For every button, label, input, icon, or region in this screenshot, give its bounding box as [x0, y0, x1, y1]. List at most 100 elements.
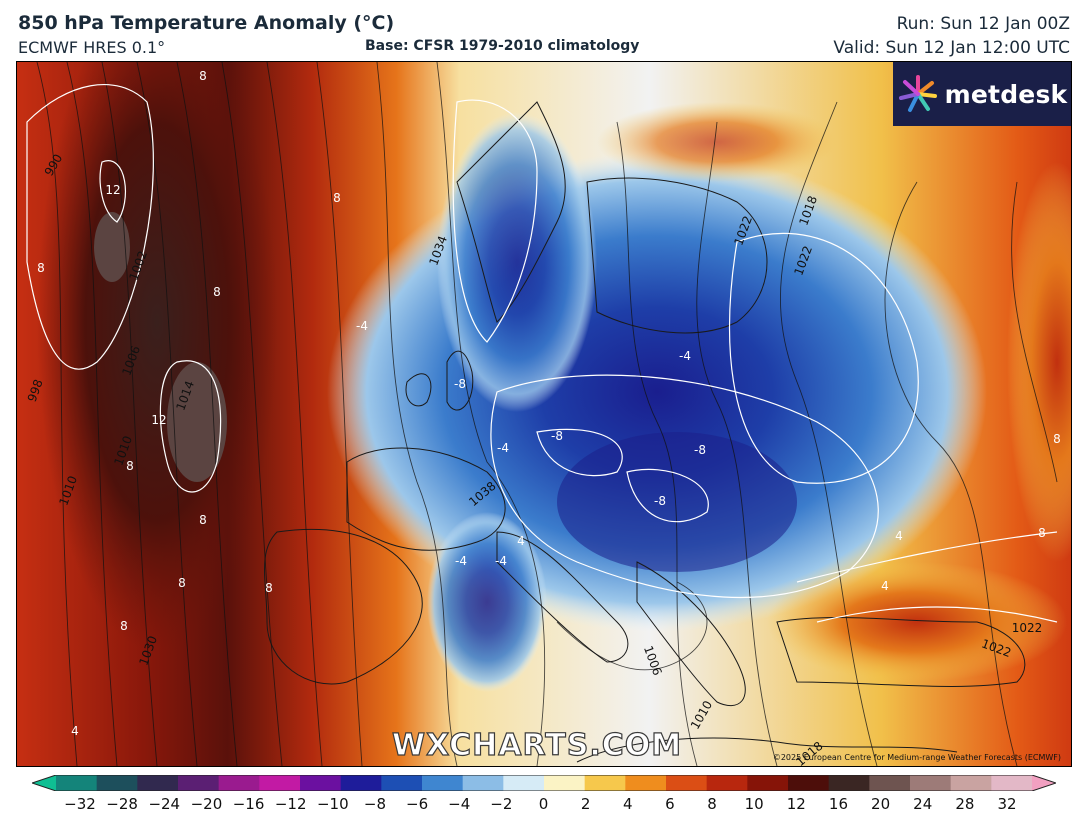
anomaly-contour-label: -4 — [497, 441, 509, 455]
ecmwf-copyright: ©2025 European Centre for Medium-range W… — [772, 753, 1061, 762]
anomaly-contour-label: 4 — [517, 534, 525, 548]
colorbar-tick-label: −10 — [316, 795, 349, 813]
colorbar-segment — [991, 775, 1033, 791]
wxcharts-watermark: WXCHARTS.COM — [391, 727, 683, 763]
colorbar-tick-label: 6 — [665, 795, 675, 813]
colorbar-tick-label: 28 — [955, 795, 975, 813]
colorbar-tick-label: 12 — [786, 795, 806, 813]
anomaly-contour-label: -8 — [694, 443, 706, 457]
anomaly-contour-label: 4 — [881, 579, 889, 593]
colorbar-segment — [422, 775, 464, 791]
anomaly-contour-label: 12 — [151, 413, 166, 427]
metdesk-star-icon — [898, 75, 937, 112]
run-time-label: Run: Sun 12 Jan 00Z — [896, 14, 1070, 34]
colorbar-tick-label: 32 — [997, 795, 1017, 813]
colorbar-tick-label: −6 — [406, 795, 429, 813]
warm-anomaly-peak-northwest — [94, 212, 130, 282]
anomaly-contour-label: -4 — [679, 349, 691, 363]
colorbar-segment — [544, 775, 586, 791]
metdesk-logo-text: metdesk — [944, 79, 1068, 109]
cold-anomaly-region-scandinavia — [437, 112, 597, 412]
colorbar-segment — [828, 775, 870, 791]
anomaly-contour-label: 8 — [1053, 432, 1061, 446]
valid-time-label: Valid: Sun 12 Jan 12:00 UTC — [833, 38, 1070, 58]
anomaly-contour-label: 8 — [333, 191, 341, 205]
colorbar-tick-label: 24 — [913, 795, 933, 813]
anomaly-contour-label: 8 — [120, 619, 128, 633]
colorbar-segment — [462, 775, 504, 791]
colorbar-segment — [137, 775, 179, 791]
isobars — [36, 62, 1058, 766]
anomaly-contour-label: 8 — [213, 285, 221, 299]
colorbar-tick-label: −32 — [64, 795, 96, 813]
colorbar-tick-label: −20 — [190, 795, 223, 813]
colorbar-tick-label: −4 — [448, 795, 471, 813]
anomaly-contour-label: 8 — [1038, 526, 1046, 540]
colorbar-segment — [300, 775, 342, 791]
colorbar-segment — [503, 775, 545, 791]
anomaly-contour-label: -4 — [455, 554, 467, 568]
chart-title: 850 hPa Temperature Anomaly (°C) — [18, 12, 395, 34]
anomaly-colorbar — [32, 775, 1056, 791]
colorbar-tick-label: −12 — [274, 795, 307, 813]
coastlines — [264, 101, 1026, 763]
colorbar-segment — [178, 775, 220, 791]
colorbar-segment — [259, 775, 301, 791]
model-label: ECMWF HRES 0.1° — [18, 38, 166, 57]
anomaly-contour-label: -4 — [356, 319, 368, 333]
colorbar-tick-label: −2 — [490, 795, 513, 813]
map-panel[interactable]: 990 1002 1006 998 1010 1014 1010 1030 1034 1038 10… — [16, 61, 1072, 767]
climatology-base-label: Base: CFSR 1979-2010 climatology — [365, 38, 640, 54]
anomaly-label-layer: 8 12 8 8 8 12 8 8 8 8 8 4 -4 -8 -8 -4 -4 -8 -8 -4 -4 4 4 4 8 8 — [37, 69, 1061, 738]
colorbar-tick-label: 0 — [538, 795, 549, 813]
anomaly-map[interactable]: 9901002100699810101014101010301034103810… — [17, 62, 1071, 766]
colorbar-min-extend — [32, 775, 56, 791]
colorbar-tick-label: 20 — [871, 795, 891, 813]
colorbar-segment — [910, 775, 952, 791]
anomaly-contour-label: -8 — [454, 377, 466, 391]
anomaly-contour-label: 8 — [126, 459, 134, 473]
anomaly-contour-label: -4 — [495, 554, 507, 568]
colorbar-segment — [96, 775, 138, 791]
colorbar-segment — [584, 775, 626, 791]
colorbar-segment — [381, 775, 423, 791]
colorbar-segment — [706, 775, 748, 791]
colorbar-segment — [747, 775, 789, 791]
colorbar-segment — [56, 775, 98, 791]
anomaly-contour-label: 8 — [178, 576, 186, 590]
colorbar-segment — [218, 775, 260, 791]
metdesk-logo: metdesk — [893, 62, 1071, 126]
anomaly-contour-label: 8 — [199, 69, 207, 83]
anomaly-contour-label: 4 — [895, 529, 903, 543]
colorbar-tick-label: 2 — [580, 795, 591, 813]
colorbar-tick-label: −16 — [232, 795, 265, 813]
colorbar-tick-label: 8 — [707, 795, 717, 813]
warm-anomaly-north — [597, 102, 837, 182]
colorbar-segment — [788, 775, 830, 791]
colorbar-segment — [625, 775, 667, 791]
colorbar-tick-label: −8 — [363, 795, 387, 813]
colorbar-tick-label: 10 — [744, 795, 764, 813]
warm-anomaly-core-west — [37, 62, 277, 652]
colorbar-segment — [950, 775, 992, 791]
colorbar-tick-label: 4 — [622, 795, 633, 813]
colorbar-tick-labels: −32 −28 −24 −20 −16 −12 −10 −8 −6 −4 −2 0 2 4 6 8 10 12 16… — [0, 795, 1088, 819]
warm-anomaly-east — [1007, 162, 1071, 562]
colorbar-tick-label: 16 — [828, 795, 848, 813]
anomaly-contour-label: 8 — [265, 581, 273, 595]
anomaly-contour-label: 8 — [199, 513, 207, 527]
colorbar-segment — [666, 775, 708, 791]
colorbar-segment — [340, 775, 382, 791]
anomaly-contour-label: 8 — [37, 261, 45, 275]
colorbar-tick-label: −28 — [106, 795, 138, 813]
isobar-label: 1022 — [1012, 621, 1043, 635]
anomaly-contour-label: 12 — [105, 183, 120, 197]
colorbar-segment — [869, 775, 911, 791]
anomaly-contours — [26, 83, 1058, 623]
anomaly-contour-label: -8 — [654, 494, 666, 508]
colorbar-max-extend — [1032, 775, 1056, 791]
anomaly-contour-label: -8 — [551, 429, 563, 443]
colorbar-tick-label: −24 — [148, 795, 181, 813]
anomaly-contour-label: 4 — [71, 724, 79, 738]
cold-anomaly-region-mediterranean — [427, 512, 547, 692]
